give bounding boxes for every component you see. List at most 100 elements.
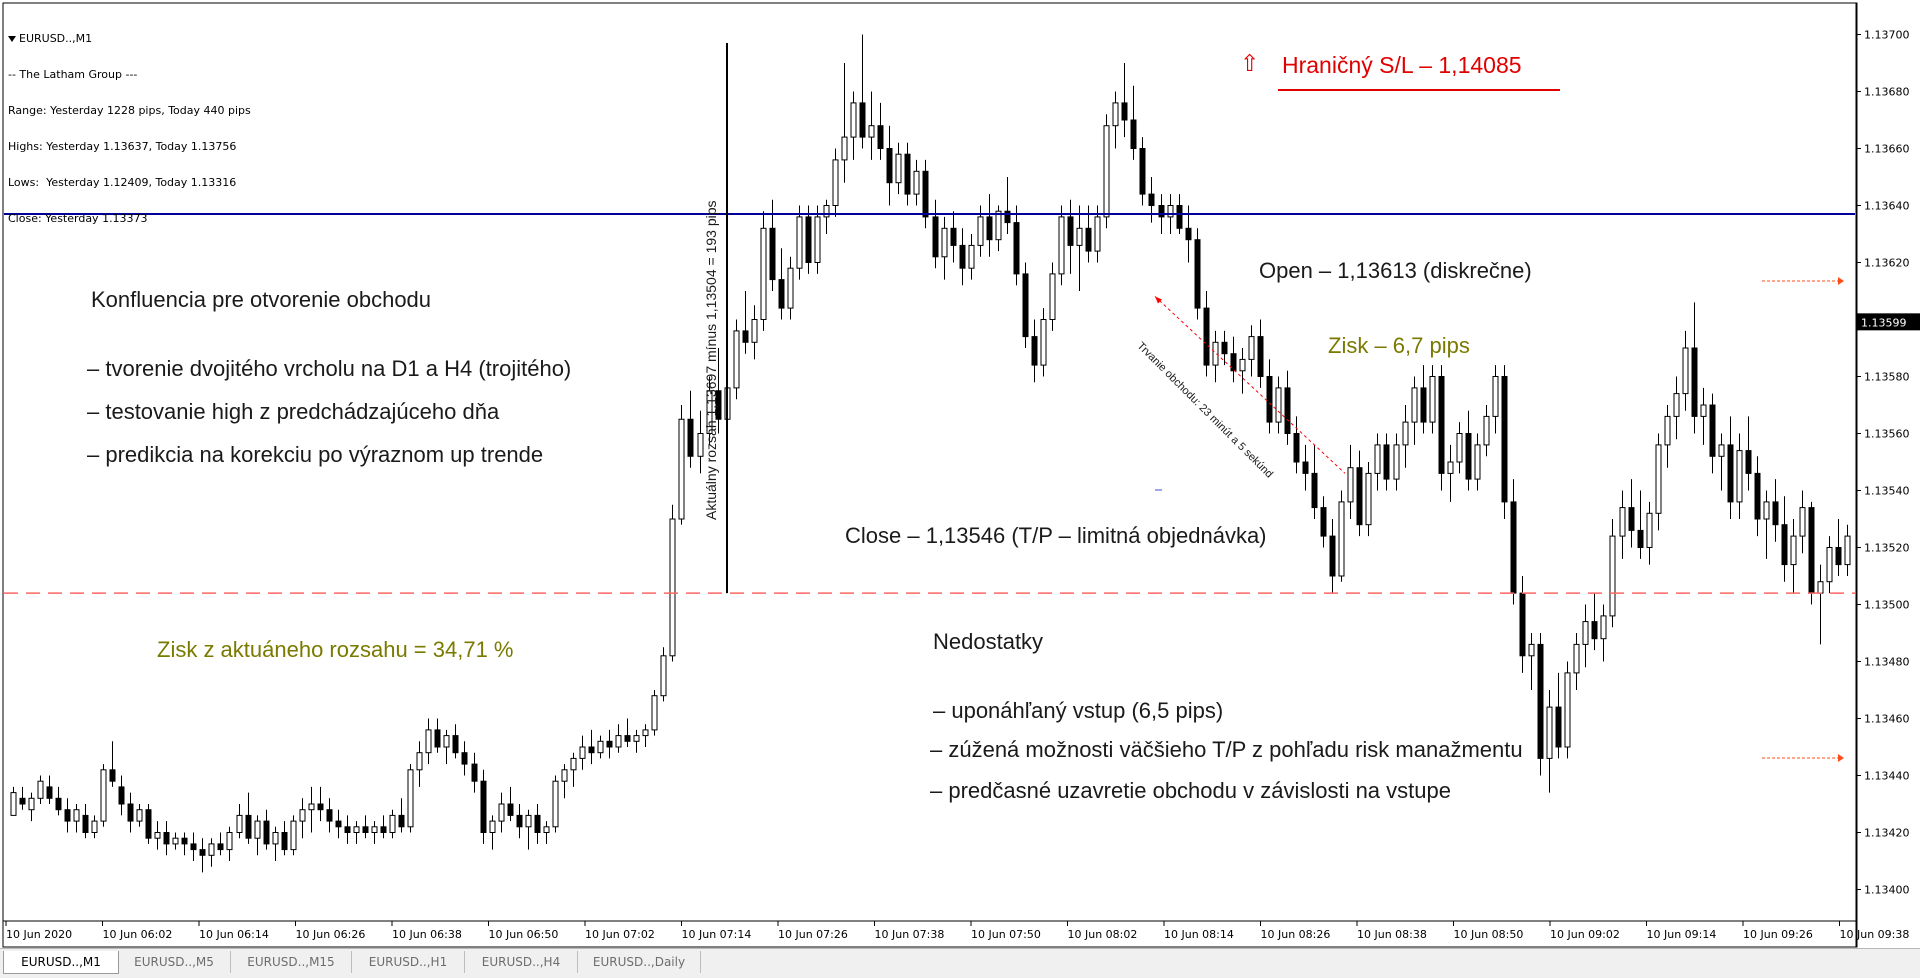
candle-bull [353,826,360,833]
price-marker-arrowhead [1838,754,1844,762]
candle-bear [1139,148,1146,195]
candle-bear [1555,706,1562,748]
candle-bull [570,757,577,771]
price-tick-label: 1.13560 [1864,428,1910,441]
candle-bull [1582,621,1589,645]
candle-bear [55,797,62,811]
chart-tab-bar: EURUSD..,M1 EURUSD..,M5 EURUSD..,M15 EUR… [0,948,1920,978]
candle-bear [805,216,812,263]
candle-bear [1302,461,1309,474]
time-tick-label: 10 Jun 06:38 [392,928,462,941]
candle-bull [913,170,920,195]
candle-bull [1700,404,1707,417]
time-tick-label: 10 Jun 08:50 [1454,928,1524,941]
candle-bull [733,330,740,389]
time-tick-label: 10 Jun 09:38 [1840,928,1910,941]
candle-bear [1808,507,1815,594]
candle-bull [1374,444,1381,474]
candle-bear [1637,529,1644,549]
candle-bear [769,227,776,281]
candle-bear [1465,433,1472,480]
time-tick-label: 10 Jun 2020 [6,928,72,941]
candle-bear [886,148,893,184]
close-label: Close – 1,13546 (T/P – limitná objednávk… [845,523,1267,548]
candle-bear [1203,307,1210,366]
candle-bull [1817,581,1824,594]
candle-bull [1447,461,1454,474]
current-price-box [1857,313,1920,331]
candle-bull [208,843,215,856]
collapse-triangle-icon[interactable] [8,36,16,42]
candle-bull [1429,376,1436,423]
candle-bull [706,390,713,434]
info-line-title: -- The Latham Group --- [8,68,138,81]
tab-eurusd-m5[interactable]: EURUSD..,M5 [118,951,231,973]
candle-bear [1004,210,1011,224]
candle-bull [642,729,649,737]
candle-bear [1284,387,1291,434]
tab-eurusd-m1[interactable]: EURUSD..,M1 [3,951,119,974]
candle-bull [561,769,568,782]
candle-bear [1130,119,1137,149]
candle-bear [1591,621,1598,640]
candle-bull [1167,205,1174,218]
candle-bear [1754,472,1761,520]
candle-bear [1420,387,1427,423]
candle-bull [1365,472,1372,526]
candle-bull [697,433,704,457]
candle-bull [651,695,658,731]
candle-bull [597,740,604,754]
time-tick-label: 10 Jun 06:26 [296,928,366,941]
candle-bull [1799,507,1806,537]
candle-bear [199,849,206,856]
candle-bear [1176,205,1183,229]
info-line-lows: Lows: Yesterday 1.12409, Today 1.13316 [8,176,237,189]
open-label: Open – 1,13613 (diskrečne) [1259,258,1532,283]
candle-bull [841,136,848,161]
price-tick-label: 1.13500 [1864,599,1910,612]
candle-bear [1221,341,1228,355]
confluence-item-3: – predikcia na korekciu po výraznom up t… [87,442,544,467]
candle-bear [959,244,966,269]
candle-bull [1619,507,1626,537]
vertical-range-label: Aktuálny rozsah 1,13697 mínus 1,13504 = … [703,200,719,521]
candle-bear [19,797,26,805]
candle-bull [28,797,35,811]
candle-bull [1763,501,1770,520]
candle-bull [136,809,143,822]
tab-eurusd-h1[interactable]: EURUSD..,H1 [352,951,465,973]
candle-bull [489,820,496,833]
candle-bull [443,735,450,748]
candle-bear [1311,472,1318,509]
candle-bull [1844,535,1851,566]
candle-bull [1718,444,1725,457]
trade-arrow-line [1154,296,1346,474]
candle-bear [263,820,270,845]
price-tick-label: 1.13700 [1864,29,1910,42]
tab-eurusd-daily[interactable]: EURUSD..,Daily [578,951,701,973]
candle-bull [868,125,875,138]
price-marker-arrowhead [1838,277,1844,285]
tab-eurusd-h4[interactable]: EURUSD..,H4 [465,951,578,973]
candle-bull [290,820,297,851]
candle-bear [480,780,487,834]
price-tick-label: 1.13520 [1864,542,1910,555]
candle-bear [606,740,613,748]
candle-bear [507,803,514,816]
price-axis: 1.13700 1.13680 1.13660 1.13640 1.13620 1.135… [1856,29,1920,897]
candle-bear [1537,643,1544,759]
candle-bull [1402,421,1409,446]
candle-bull [1546,706,1553,759]
candle-bear [1501,376,1508,503]
tab-eurusd-m15[interactable]: EURUSD..,M15 [231,951,352,973]
candle-bull [1248,336,1255,360]
price-tick-label: 1.13620 [1864,257,1910,270]
candle-bull [154,832,161,839]
time-tick-label: 10 Jun 07:14 [682,928,752,941]
candle-bull [995,210,1002,241]
candle-bull [832,159,839,206]
time-tick-label: 10 Jun 07:50 [971,928,1041,941]
candle-bull [1275,387,1282,423]
confluence-item-1: – tvorenie dvojitého vrcholu na D1 a H4 … [87,356,572,381]
